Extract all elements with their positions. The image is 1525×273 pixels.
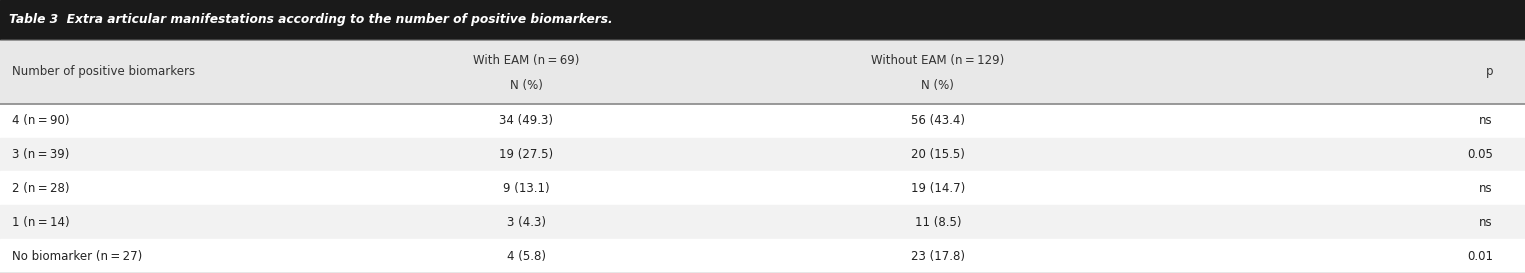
Text: 9 (13.1): 9 (13.1) bbox=[503, 182, 549, 195]
Text: Table 3  Extra articular manifestations according to the number of positive biom: Table 3 Extra articular manifestations a… bbox=[9, 13, 613, 26]
Text: 19 (14.7): 19 (14.7) bbox=[910, 182, 965, 195]
Bar bbox=[0, 138, 1525, 171]
Text: 4 (5.8): 4 (5.8) bbox=[506, 250, 546, 263]
Bar bbox=[0, 239, 1525, 273]
Bar bbox=[0, 171, 1525, 205]
Text: N (%): N (%) bbox=[921, 79, 955, 92]
Text: p: p bbox=[1485, 65, 1493, 78]
Text: 34 (49.3): 34 (49.3) bbox=[499, 114, 554, 127]
Text: Number of positive biomarkers: Number of positive biomarkers bbox=[12, 65, 195, 78]
Bar bbox=[0, 205, 1525, 239]
Text: N (%): N (%) bbox=[509, 79, 543, 92]
Bar bbox=[0, 40, 1525, 104]
Text: 1 (n = 14): 1 (n = 14) bbox=[12, 216, 70, 229]
Bar bbox=[0, 104, 1525, 138]
Text: ns: ns bbox=[1479, 114, 1493, 127]
Text: 20 (15.5): 20 (15.5) bbox=[910, 148, 965, 161]
Text: 4 (n = 90): 4 (n = 90) bbox=[12, 114, 70, 127]
Text: 3 (n = 39): 3 (n = 39) bbox=[12, 148, 70, 161]
Text: ns: ns bbox=[1479, 182, 1493, 195]
Text: ns: ns bbox=[1479, 216, 1493, 229]
Text: 23 (17.8): 23 (17.8) bbox=[910, 250, 965, 263]
Text: With EAM (n = 69): With EAM (n = 69) bbox=[473, 54, 580, 67]
Text: No biomarker (n = 27): No biomarker (n = 27) bbox=[12, 250, 142, 263]
Text: 56 (43.4): 56 (43.4) bbox=[910, 114, 965, 127]
Text: 0.05: 0.05 bbox=[1467, 148, 1493, 161]
Text: 0.01: 0.01 bbox=[1467, 250, 1493, 263]
Text: Without EAM (n = 129): Without EAM (n = 129) bbox=[871, 54, 1005, 67]
Text: 11 (8.5): 11 (8.5) bbox=[915, 216, 961, 229]
Text: 19 (27.5): 19 (27.5) bbox=[499, 148, 554, 161]
Text: 2 (n = 28): 2 (n = 28) bbox=[12, 182, 70, 195]
Bar bbox=[0, 0, 1525, 40]
Text: 3 (4.3): 3 (4.3) bbox=[506, 216, 546, 229]
